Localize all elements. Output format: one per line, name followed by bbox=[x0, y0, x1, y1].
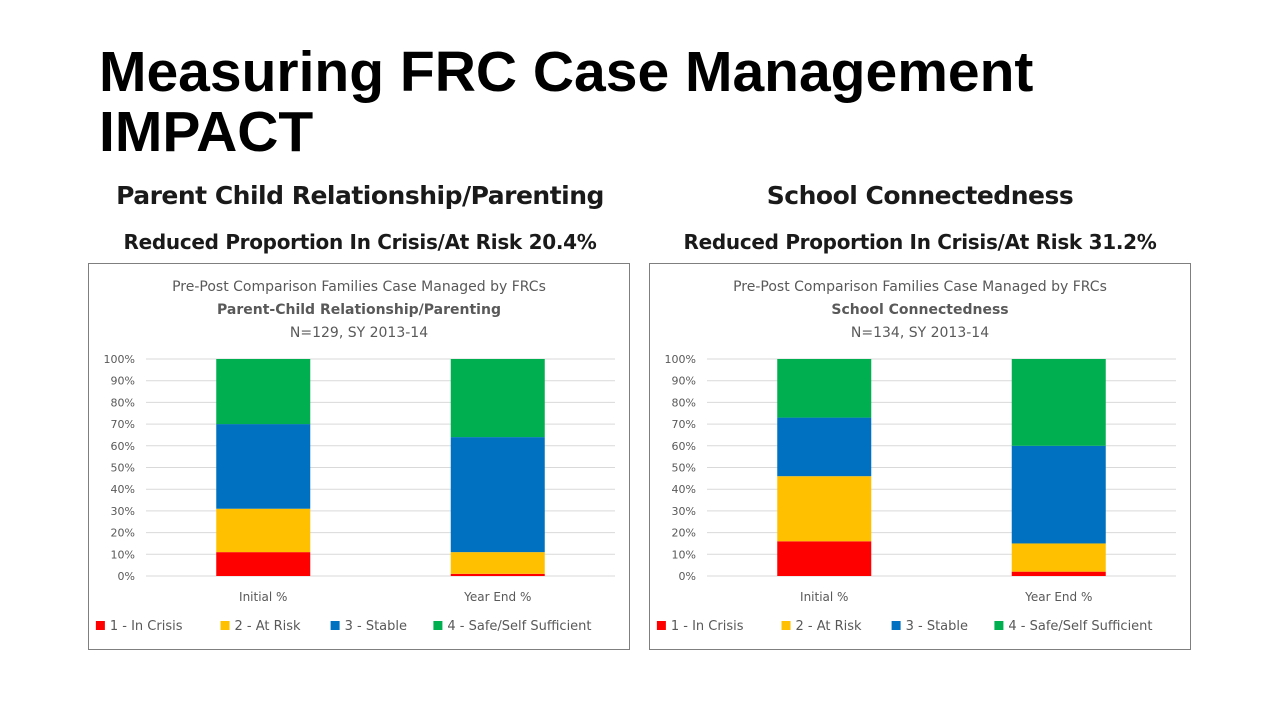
left-subheading: Reduced Proportion In Crisis/At Risk 20.… bbox=[123, 230, 597, 254]
bar-segment bbox=[777, 476, 872, 542]
y-tick-label: 50% bbox=[672, 462, 696, 475]
bar-segment bbox=[1011, 543, 1106, 572]
y-tick-label: 80% bbox=[672, 396, 696, 409]
y-tick-label: 40% bbox=[672, 483, 696, 496]
legend-label: 2 - At Risk bbox=[235, 619, 302, 634]
bar-segment bbox=[1011, 445, 1106, 544]
y-tick-label: 60% bbox=[111, 440, 135, 453]
y-tick-label: 100% bbox=[104, 353, 135, 366]
legend-swatch bbox=[891, 621, 901, 630]
slide-title: Measuring FRC Case Management IMPACT bbox=[99, 40, 1034, 164]
chart-school: Pre-Post Comparison Families Case Manage… bbox=[649, 263, 1191, 650]
y-tick-label: 10% bbox=[672, 548, 696, 561]
y-tick-label: 40% bbox=[111, 483, 135, 496]
legend-label: 1 - In Crisis bbox=[671, 619, 744, 634]
chart-parenting: Pre-Post Comparison Families Case Manage… bbox=[88, 263, 630, 650]
bar-segment bbox=[777, 541, 872, 576]
bar-segment bbox=[216, 424, 311, 509]
chart-note: N=134, SY 2013-14 bbox=[851, 325, 989, 341]
y-tick-label: 90% bbox=[672, 375, 696, 388]
bar-segment bbox=[450, 573, 545, 576]
legend-swatch bbox=[95, 621, 105, 630]
legend-swatch bbox=[330, 621, 340, 630]
legend-label: 3 - Stable bbox=[345, 619, 407, 634]
y-tick-label: 60% bbox=[672, 440, 696, 453]
x-tick-label: Year End % bbox=[1024, 590, 1092, 604]
y-tick-label: 90% bbox=[111, 375, 135, 388]
x-tick-label: Initial % bbox=[800, 590, 848, 604]
bar-segment bbox=[1011, 359, 1106, 446]
right-subheading: Reduced Proportion In Crisis/At Risk 31.… bbox=[683, 230, 1157, 254]
bar-segment bbox=[216, 359, 311, 425]
chart-subtitle: School Connectedness bbox=[831, 302, 1008, 318]
y-tick-label: 0% bbox=[118, 570, 135, 583]
bar-segment bbox=[1011, 571, 1106, 576]
legend-label: 4 - Safe/Self Sufficient bbox=[1008, 619, 1152, 634]
bar-segment bbox=[777, 359, 872, 418]
chart-parenting-svg: Pre-Post Comparison Families Case Manage… bbox=[95, 279, 615, 634]
bar-segment bbox=[450, 552, 545, 574]
chart-title: Pre-Post Comparison Families Case Manage… bbox=[172, 279, 546, 295]
legend-swatch bbox=[994, 621, 1004, 630]
legend-swatch bbox=[220, 621, 230, 630]
legend-swatch bbox=[656, 621, 666, 630]
right-heading: School Connectedness bbox=[766, 181, 1074, 210]
y-tick-label: 30% bbox=[111, 505, 135, 518]
y-tick-label: 20% bbox=[111, 527, 135, 540]
legend-label: 2 - At Risk bbox=[796, 619, 863, 634]
y-tick-label: 10% bbox=[111, 548, 135, 561]
bar-segment bbox=[450, 359, 545, 438]
y-tick-label: 70% bbox=[672, 418, 696, 431]
legend-label: 4 - Safe/Self Sufficient bbox=[447, 619, 591, 634]
legend-label: 3 - Stable bbox=[906, 619, 968, 634]
y-tick-label: 50% bbox=[111, 462, 135, 475]
y-tick-label: 0% bbox=[679, 570, 696, 583]
x-tick-label: Year End % bbox=[463, 590, 531, 604]
chart-school-svg: Pre-Post Comparison Families Case Manage… bbox=[656, 279, 1176, 634]
chart-subtitle: Parent-Child Relationship/Parenting bbox=[217, 302, 501, 318]
y-tick-label: 80% bbox=[111, 396, 135, 409]
y-tick-label: 20% bbox=[672, 527, 696, 540]
legend-label: 1 - In Crisis bbox=[110, 619, 183, 634]
bar-segment bbox=[216, 508, 311, 553]
y-tick-label: 30% bbox=[672, 505, 696, 518]
left-heading: Parent Child Relationship/Parenting bbox=[116, 181, 604, 210]
bar-segment bbox=[777, 417, 872, 477]
bar-segment bbox=[450, 437, 545, 553]
chart-title: Pre-Post Comparison Families Case Manage… bbox=[733, 279, 1107, 295]
x-tick-label: Initial % bbox=[239, 590, 287, 604]
y-tick-label: 70% bbox=[111, 418, 135, 431]
bar-segment bbox=[216, 552, 311, 576]
legend-swatch bbox=[433, 621, 443, 630]
legend-swatch bbox=[781, 621, 791, 630]
chart-note: N=129, SY 2013-14 bbox=[290, 325, 428, 341]
y-tick-label: 100% bbox=[665, 353, 696, 366]
